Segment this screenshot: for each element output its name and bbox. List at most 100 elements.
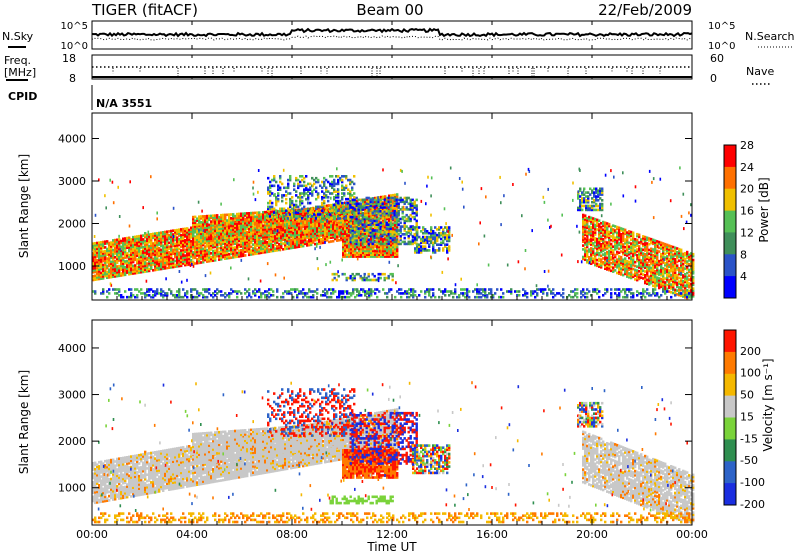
heatmap-cell [134,258,137,262]
heatmap-cell [104,246,107,249]
heatmap-cell [226,243,229,247]
heatmap-cell [130,243,133,247]
heatmap-cell [300,239,303,242]
heatmap-cell [304,234,307,238]
heatmap-cell [378,221,381,224]
heatmap-cell [192,238,195,242]
heatmap-cell [202,251,205,254]
heatmap-cell [130,255,133,258]
heatmap-cell [260,232,263,235]
heatmap-cell [386,225,389,229]
heatmap-cell [288,222,291,226]
heatmap-cell [196,250,199,253]
heatmap-cell [260,219,263,222]
heatmap-cell [284,219,287,222]
heatmap-cell [96,270,99,273]
heatmap-cell [166,257,169,260]
heatmap-cell [226,249,229,252]
heatmap-cell [244,219,247,223]
heatmap-cell [208,252,211,255]
heatmap-cell [302,233,305,236]
heatmap-cell [194,250,197,254]
heatmap-cell [374,223,377,227]
heatmap-cell [222,236,225,240]
heatmap-cell [228,217,231,220]
heatmap-cell [112,267,115,271]
heatmap-cell [346,210,349,214]
heatmap-cell [289,175,292,178]
heatmap-cell [234,253,237,257]
heatmap-cell [258,211,261,214]
heatmap-cell [374,212,377,215]
heatmap-cell [384,204,387,208]
heatmap-cell [118,266,121,270]
heatmap-cell [168,256,171,260]
heatmap-cell [328,219,331,223]
heatmap-cell [222,221,225,224]
heatmap-cell [180,260,183,264]
heatmap-cell [166,249,169,253]
heatmap-cell [194,227,197,230]
heatmap-cell [228,224,231,228]
heatmap-cell [238,253,241,256]
heatmap-cell [280,246,283,249]
heatmap-cell [252,232,255,236]
heatmap-cell [164,246,167,249]
heatmap-cell [280,236,283,240]
heatmap-cell [190,226,193,230]
nsky-trace [91,27,693,38]
heatmap-cell [238,226,241,229]
heatmap-cell [188,238,191,241]
heatmap-cell [302,231,305,234]
heatmap-cell [270,231,273,235]
heatmap-cell [310,226,313,230]
heatmap-cell [308,240,311,243]
heatmap-cell [150,238,153,242]
heatmap-cell [324,239,327,242]
heatmap-cell [287,182,290,186]
heatmap-cell [244,248,247,251]
heatmap-cell [306,219,309,223]
heatmap-cell [212,224,215,227]
heatmap-cell [200,249,203,253]
heatmap-cell [102,273,105,276]
heatmap-cell [96,278,99,281]
heatmap-cell [365,234,368,238]
heatmap-cell [252,237,255,241]
heatmap-cell [92,244,95,247]
heatmap-cell [340,206,343,209]
heatmap-cell [112,265,115,269]
heatmap-cell [114,263,117,267]
heatmap-cell [324,204,327,208]
heatmap-cell [220,246,223,250]
heatmap-cell [364,211,367,215]
heatmap-cell [268,212,271,216]
heatmap-cell [156,235,159,239]
heatmap-cell [234,216,237,220]
heatmap-cell [376,217,379,221]
heatmap-cell [158,250,161,254]
heatmap-cell [160,250,163,254]
heatmap-cell [252,221,255,224]
heatmap-cell [172,239,175,242]
heatmap-cell [166,243,169,247]
heatmap-cell [264,220,267,223]
heatmap-cell [118,259,121,262]
heatmap-cell [128,269,131,272]
heatmap-cell [196,254,199,257]
heatmap-cell [288,211,291,214]
heatmap-cell [248,219,251,222]
heatmap-cell [124,250,127,254]
heatmap-cell [246,246,249,249]
heatmap-cell [262,251,265,254]
heatmap-cell [166,251,169,254]
heatmap-cell [172,265,175,269]
heatmap-cell [188,244,191,247]
heatmap-cell [388,217,391,221]
heatmap-cell [260,245,263,249]
heatmap-cell [254,250,257,254]
heatmap-cell [202,257,205,260]
heatmap-cell [126,265,129,269]
heatmap-cell [146,247,149,250]
heatmap-cell [240,216,243,219]
